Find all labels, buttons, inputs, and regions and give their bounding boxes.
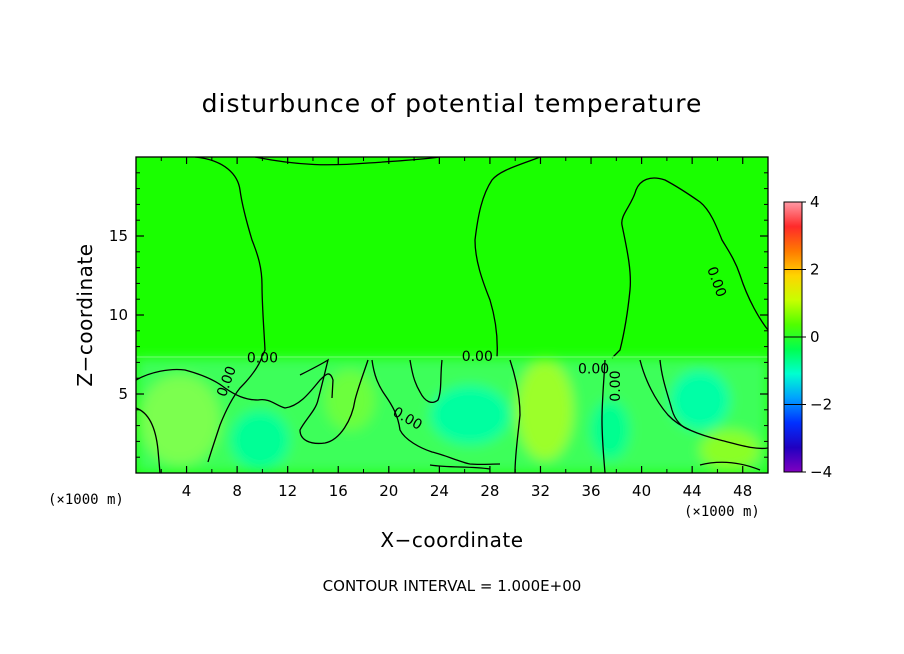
x-tick-label: 36 (581, 482, 600, 500)
colorbar-tick-label: 2 (810, 261, 820, 279)
y-tick-label: 10 (109, 306, 128, 324)
contour-label: 0.00 (247, 350, 278, 366)
x-tick-label: 44 (683, 482, 702, 500)
chart-title: disturbunce of potential temperature (202, 89, 703, 118)
contour-label: 0.00 (462, 349, 493, 365)
x-tick-label: 24 (430, 482, 449, 500)
x-tick-label: 48 (733, 482, 752, 500)
colorbar-tick-label: 4 (810, 193, 820, 211)
x-tick-label: 32 (531, 482, 550, 500)
x-tick-label: 16 (329, 482, 348, 500)
x-tick-label: 8 (232, 482, 242, 500)
zero-contours (136, 157, 768, 473)
colorbar-tick-label: −4 (810, 463, 832, 481)
x-tick-label: 12 (278, 482, 297, 500)
contour-label: 0.00 (578, 361, 609, 377)
y-tick-label: 5 (118, 385, 128, 403)
x-axis-label: X−coordinate (380, 528, 523, 552)
colorbar: 4 2 0 −2 −4 (783, 193, 832, 481)
y-tick-label: 15 (109, 227, 128, 245)
x-tick-label: 40 (632, 482, 651, 500)
plot-area (136, 157, 768, 473)
y-axis-label: Z−coordinate (73, 243, 97, 386)
y-axis: 5 10 15 (109, 172, 768, 458)
x-tick-label: 4 (182, 482, 192, 500)
colorbar-tick-label: −2 (810, 396, 832, 414)
x-tick-label: 20 (379, 482, 398, 500)
x-axis-unit-right: (×1000 m) (684, 504, 760, 520)
x-axis-unit-left: (×1000 m) (48, 492, 124, 508)
contour-label: 0.00 (608, 371, 624, 402)
x-tick-label: 28 (480, 482, 499, 500)
contour-interval-note: CONTOUR INTERVAL = 1.000E+00 (323, 577, 582, 595)
colorbar-tick-label: 0 (810, 328, 820, 346)
x-axis: 4 8 12 16 20 24 28 32 36 40 44 48 (160, 157, 752, 500)
